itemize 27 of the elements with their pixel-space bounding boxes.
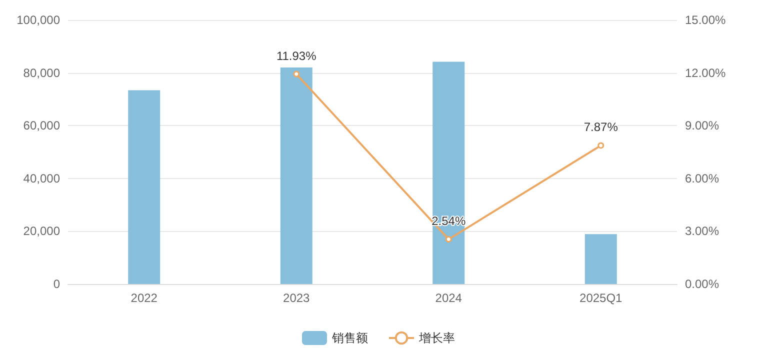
legend-label: 增长率 <box>418 331 455 345</box>
y-tick-label: 40,000 <box>23 171 60 186</box>
y-tick-label: 80,000 <box>23 66 60 80</box>
bar <box>584 234 617 284</box>
x-tick-label: 2024 <box>435 291 462 305</box>
point <box>445 236 452 243</box>
bar <box>128 90 160 284</box>
data-label: 11.93% <box>276 48 317 63</box>
y2-tick-label: 9.00% <box>685 118 720 133</box>
y2-tick-label: 6.00% <box>685 171 720 186</box>
y2-tick-label: 12.00% <box>685 66 726 80</box>
x-tick-label: 2022 <box>130 291 158 305</box>
point <box>598 142 604 149</box>
x-tick-label: 2025Q1 <box>580 291 623 305</box>
y-tick-label: 60,000 <box>23 118 60 133</box>
y2-tick-label: 0.00% <box>685 277 720 291</box>
y-tick-label: 20,000 <box>23 224 60 238</box>
bar <box>432 62 465 284</box>
y-tick-label: 100,000 <box>16 13 60 27</box>
legend-label: 销售额 <box>331 331 368 345</box>
x-tick-label: 2023 <box>283 291 310 305</box>
data-label: 7.87% <box>584 120 618 134</box>
y2-tick-label: 15.00% <box>685 13 726 27</box>
y-tick-label: 0 <box>53 277 60 291</box>
bar <box>280 68 312 284</box>
point <box>293 70 300 78</box>
y2-tick-label: 3.00% <box>685 224 720 238</box>
